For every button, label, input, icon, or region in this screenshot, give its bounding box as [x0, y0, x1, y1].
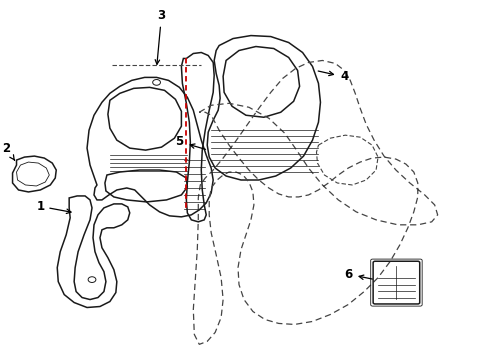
- Text: 6: 6: [343, 267, 371, 281]
- Text: 1: 1: [36, 200, 71, 213]
- Text: 3: 3: [155, 9, 165, 64]
- Text: 4: 4: [318, 71, 348, 84]
- Text: 2: 2: [2, 142, 15, 160]
- Text: 5: 5: [175, 135, 205, 149]
